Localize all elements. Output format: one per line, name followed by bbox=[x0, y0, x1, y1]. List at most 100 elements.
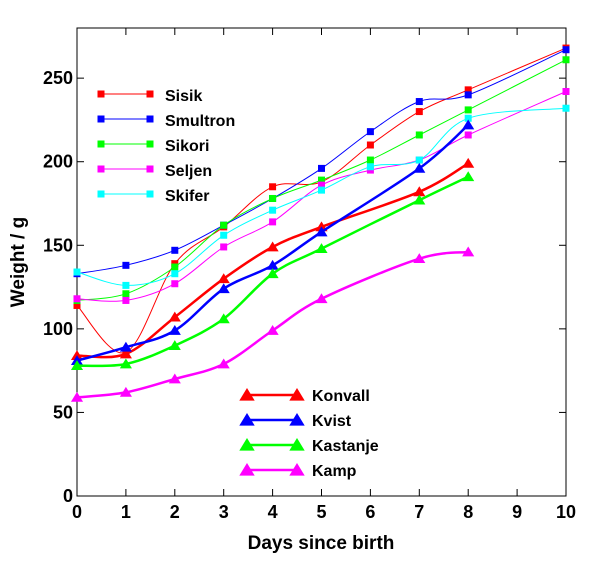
series-line-kastanje bbox=[76, 175, 469, 368]
data-point-seljen-8 bbox=[464, 131, 472, 139]
data-point-kamp-4 bbox=[266, 325, 279, 335]
legend-label-kastanje: Kastanje bbox=[312, 438, 379, 455]
series-line-sikori bbox=[76, 59, 567, 301]
legend-label-seljen: Seljen bbox=[165, 163, 212, 180]
data-point-kvist-4 bbox=[266, 259, 279, 270]
series-line-seljen bbox=[76, 91, 567, 302]
series-line-smultron bbox=[76, 49, 567, 275]
y-tick-label-250: 250 bbox=[43, 68, 73, 88]
data-point-kastanje-7 bbox=[413, 194, 426, 205]
data-point-sikori-6 bbox=[366, 156, 374, 164]
data-point-sisik-7 bbox=[415, 108, 423, 116]
data-point-kvist-1 bbox=[119, 341, 132, 352]
legend-item-kvist: Kvist bbox=[239, 413, 352, 430]
legend-group-top-left: Sisik Smultron Sikori Seljen Skifer bbox=[97, 88, 235, 205]
data-point-skifer-7 bbox=[415, 156, 423, 164]
series-line-sisik bbox=[76, 47, 567, 354]
data-point-kastanje-0 bbox=[70, 360, 84, 371]
legend-item-kamp: Kamp bbox=[239, 463, 357, 480]
data-point-skifer-4 bbox=[269, 206, 277, 214]
legend-item-seljen: Seljen bbox=[97, 163, 212, 180]
data-point-kastanje-8 bbox=[462, 171, 475, 182]
x-axis-title: Days since birth bbox=[248, 533, 395, 554]
data-point-kastanje-2 bbox=[168, 340, 181, 350]
legend-marker-start-kvist bbox=[239, 413, 255, 426]
data-point-seljen-2 bbox=[171, 280, 179, 288]
legend-marker-start-seljen bbox=[97, 165, 105, 173]
data-point-sikori-4 bbox=[269, 194, 277, 202]
legend-marker-start-kastanje bbox=[239, 438, 255, 451]
legend-marker-end-skifer bbox=[146, 190, 154, 198]
data-point-sikori-1 bbox=[122, 290, 130, 298]
data-point-smultron-2 bbox=[171, 246, 179, 254]
data-point-skifer-0 bbox=[73, 268, 81, 276]
data-point-konvall-3 bbox=[217, 273, 230, 284]
data-point-seljen-4 bbox=[269, 218, 277, 226]
series-layer bbox=[70, 44, 570, 402]
data-point-sisik-8 bbox=[464, 86, 472, 94]
legend-label-smultron: Smultron bbox=[165, 113, 235, 130]
data-point-sikori-2 bbox=[171, 263, 179, 271]
data-point-konvall-4 bbox=[266, 241, 279, 252]
data-point-smultron-6 bbox=[366, 128, 374, 136]
x-tick-label-6: 6 bbox=[365, 502, 375, 522]
legend-label-konvall: Konvall bbox=[312, 388, 370, 405]
y-tick-label-0: 0 bbox=[63, 486, 73, 506]
data-point-kvist-2 bbox=[168, 325, 181, 335]
y-tick-label-200: 200 bbox=[43, 152, 73, 172]
series-smultron bbox=[73, 46, 570, 278]
data-point-kamp-5 bbox=[315, 293, 328, 304]
data-point-smultron-7 bbox=[415, 98, 423, 106]
data-point-sikori-10 bbox=[562, 56, 570, 64]
data-point-seljen-5 bbox=[318, 181, 325, 189]
legend-marker-end-kamp bbox=[289, 463, 305, 476]
data-point-kamp-8 bbox=[462, 246, 475, 257]
data-point-seljen-0 bbox=[73, 295, 81, 303]
legend-label-kvist: Kvist bbox=[312, 413, 352, 430]
series-line-konvall bbox=[76, 162, 469, 359]
data-point-konvall-8 bbox=[462, 157, 475, 168]
data-point-skifer-2 bbox=[171, 270, 179, 278]
legend-label-skifer: Skifer bbox=[165, 188, 209, 205]
data-point-kamp-0 bbox=[70, 391, 84, 402]
data-point-kastanje-4 bbox=[266, 268, 279, 279]
legend-marker-start-konvall bbox=[239, 388, 255, 401]
data-point-sisik-6 bbox=[366, 141, 374, 149]
legend-item-smultron: Smultron bbox=[97, 113, 235, 130]
data-point-sikori-3 bbox=[220, 221, 228, 229]
x-tick-label-1: 1 bbox=[121, 502, 131, 522]
x-tick-label-8: 8 bbox=[463, 502, 473, 522]
data-point-seljen-10 bbox=[562, 88, 570, 96]
legend-marker-start-sisik bbox=[97, 90, 105, 98]
legend-marker-end-sikori bbox=[146, 140, 154, 148]
series-kamp bbox=[70, 246, 475, 402]
y-tick-label-50: 50 bbox=[53, 402, 73, 422]
legend-item-kastanje: Kastanje bbox=[239, 438, 379, 455]
data-point-skifer-10 bbox=[562, 104, 570, 112]
data-point-sikori-5 bbox=[318, 176, 325, 184]
data-point-sisik-0 bbox=[73, 301, 81, 309]
data-point-kvist-0 bbox=[70, 355, 84, 366]
data-point-konvall-7 bbox=[413, 186, 426, 197]
y-tick-label-100: 100 bbox=[43, 319, 73, 339]
series-line-skifer bbox=[76, 107, 567, 286]
legend-marker-start-smultron bbox=[97, 115, 105, 123]
data-point-seljen-3 bbox=[220, 243, 228, 251]
series-kvist bbox=[70, 119, 475, 366]
data-point-konvall-1 bbox=[119, 348, 132, 359]
x-tick-label-9: 9 bbox=[512, 502, 522, 522]
legend-marker-end-kastanje bbox=[289, 438, 305, 451]
legend-marker-start-kamp bbox=[239, 463, 255, 476]
x-tick-label-2: 2 bbox=[170, 502, 180, 522]
data-point-kvist-3 bbox=[217, 283, 230, 294]
legend-item-sikori: Sikori bbox=[97, 138, 209, 155]
x-tick-label-7: 7 bbox=[414, 502, 424, 522]
x-tick-label-4: 4 bbox=[268, 502, 278, 522]
legend-marker-end-kvist bbox=[289, 413, 305, 426]
legend-item-sisik: Sisik bbox=[97, 88, 202, 105]
data-point-kvist-7 bbox=[413, 162, 426, 173]
data-point-kamp-1 bbox=[119, 386, 132, 397]
legend-label-kamp: Kamp bbox=[312, 463, 357, 480]
